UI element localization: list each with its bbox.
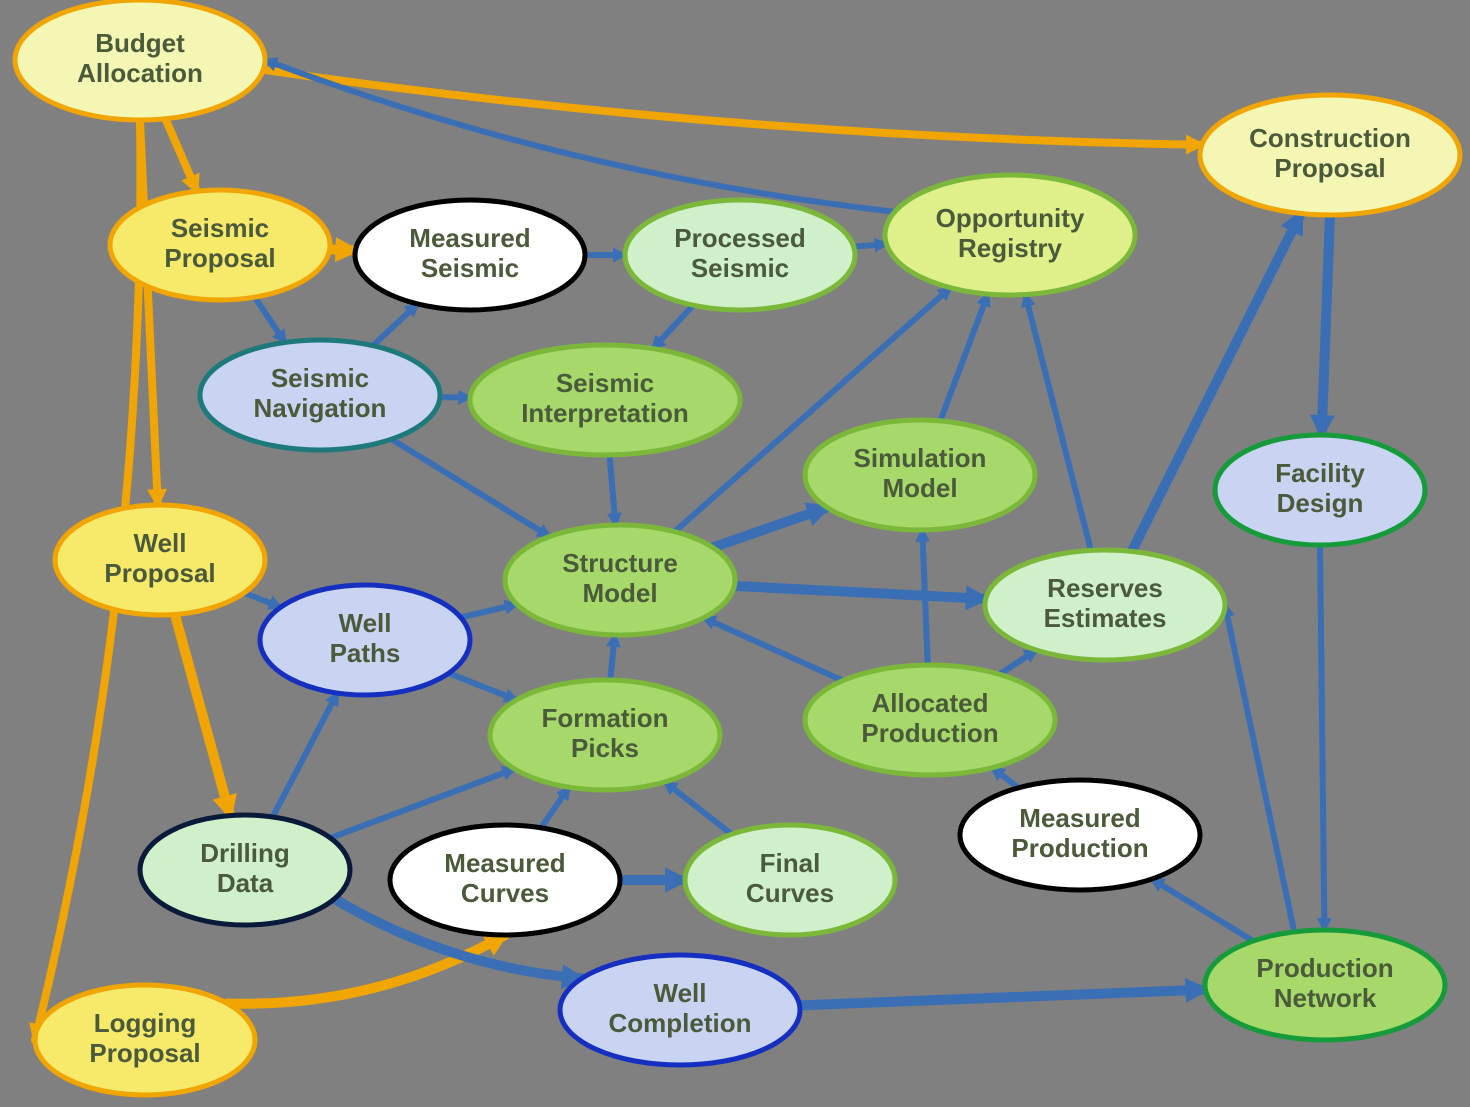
- edge-seismicInterp-to-structure: [610, 455, 616, 525]
- edge-wellComp-to-prodNet: [800, 990, 1206, 1006]
- node-procSeismic-ellipse: [625, 200, 855, 310]
- edge-seismicNav-to-structure: [392, 439, 550, 536]
- edge-wellPaths-to-formation: [449, 673, 517, 700]
- edge-seismicProp-to-seismicNav: [255, 297, 285, 342]
- edge-structure-to-simModel: [713, 507, 827, 547]
- node-seismicNav: SeismicNavigation: [200, 340, 440, 450]
- edge-structure-to-reserves: [734, 586, 985, 599]
- node-wellPaths: WellPaths: [260, 585, 470, 695]
- node-opportunity: OpportunityRegistry: [885, 175, 1135, 295]
- edge-seismicNav-to-measSeismic: [373, 304, 418, 346]
- edge-allocProd-to-reserves: [1000, 650, 1037, 674]
- node-measCurves-ellipse: [390, 825, 620, 935]
- node-seismicNav-ellipse: [200, 340, 440, 450]
- node-prodNet-ellipse: [1205, 930, 1445, 1040]
- edge-prodNet-to-measProd: [1152, 879, 1253, 941]
- edge-simModel-to-opportunity: [940, 294, 988, 421]
- node-budget: BudgetAllocation: [15, 0, 265, 120]
- edge-procSeismic-to-seismicInterp: [653, 305, 693, 348]
- node-drilling: DrillingData: [140, 815, 350, 925]
- node-measSeismic: MeasuredSeismic: [355, 200, 585, 310]
- node-prodNet: ProductionNetwork: [1205, 930, 1445, 1040]
- edge-prodNet-to-reserves: [1225, 605, 1294, 932]
- node-construction: ConstructionProposal: [1200, 95, 1460, 215]
- edge-measProd-to-allocProd: [992, 768, 1018, 788]
- node-budget-ellipse: [15, 0, 265, 120]
- node-facility: FacilityDesign: [1215, 435, 1425, 545]
- edge-seismicProp-to-measSeismic: [330, 249, 356, 250]
- node-wellPaths-ellipse: [260, 585, 470, 695]
- node-reserves: ReservesEstimates: [985, 550, 1225, 660]
- node-seismicInterp: SeismicInterpretation: [470, 345, 740, 455]
- edge-procSeismic-to-opportunity: [854, 244, 887, 246]
- edge-formation-to-structure: [610, 635, 614, 680]
- node-drilling-ellipse: [140, 815, 350, 925]
- node-construction-ellipse: [1200, 95, 1460, 215]
- edge-reserves-to-opportunity: [1025, 295, 1091, 551]
- node-formation-ellipse: [490, 680, 720, 790]
- node-structure: StructureModel: [505, 525, 735, 635]
- edge-wellProp-to-wellPaths: [244, 593, 281, 607]
- node-wellProp: WellProposal: [55, 505, 265, 615]
- edge-wellProp-to-drilling: [175, 614, 230, 815]
- node-wellComp-ellipse: [560, 955, 800, 1065]
- node-simModel-ellipse: [805, 420, 1035, 530]
- node-wellProp-ellipse: [55, 505, 265, 615]
- nodes-layer: BudgetAllocation ConstructionProposal Seis…: [15, 0, 1460, 1095]
- node-finalCurves: FinalCurves: [685, 825, 895, 935]
- node-allocProd-ellipse: [805, 665, 1055, 775]
- node-allocProd: AllocatedProduction: [805, 665, 1055, 775]
- node-reserves-ellipse: [985, 550, 1225, 660]
- edge-allocProd-to-structure: [704, 618, 843, 681]
- node-structure-ellipse: [505, 525, 735, 635]
- edge-budget-to-seismicProp: [165, 119, 196, 191]
- node-seismicProp-ellipse: [110, 190, 330, 300]
- edge-finalCurves-to-formation: [665, 782, 732, 834]
- edge-facility-to-prodNet: [1320, 545, 1324, 930]
- edge-loggingProp-to-measCurves: [227, 935, 505, 1004]
- edge-measCurves-to-formation: [541, 787, 569, 828]
- node-facility-ellipse: [1215, 435, 1425, 545]
- node-opportunity-ellipse: [885, 175, 1135, 295]
- edge-allocProd-to-simModel: [922, 530, 928, 665]
- diagram-canvas: BudgetAllocation ConstructionProposal Seis…: [0, 0, 1470, 1107]
- node-measCurves: MeasuredCurves: [390, 825, 620, 935]
- node-measSeismic-ellipse: [355, 200, 585, 310]
- edge-drilling-to-wellPaths: [273, 693, 338, 817]
- node-simModel: SimulationModel: [805, 420, 1035, 530]
- edge-wellPaths-to-structure: [461, 604, 517, 617]
- node-seismicProp: SeismicProposal: [110, 190, 330, 300]
- node-procSeismic: ProcessedSeismic: [625, 200, 855, 310]
- node-loggingProp: LoggingProposal: [35, 985, 255, 1095]
- edge-construction-to-facility: [1322, 215, 1330, 435]
- node-wellComp: WellCompletion: [560, 955, 800, 1065]
- node-seismicInterp-ellipse: [470, 345, 740, 455]
- node-formation: FormationPicks: [490, 680, 720, 790]
- node-loggingProp-ellipse: [35, 985, 255, 1095]
- node-measProd: MeasuredProduction: [960, 780, 1200, 890]
- node-finalCurves-ellipse: [685, 825, 895, 935]
- edge-seismicNav-to-seismicInterp: [440, 397, 470, 398]
- node-measProd-ellipse: [960, 780, 1200, 890]
